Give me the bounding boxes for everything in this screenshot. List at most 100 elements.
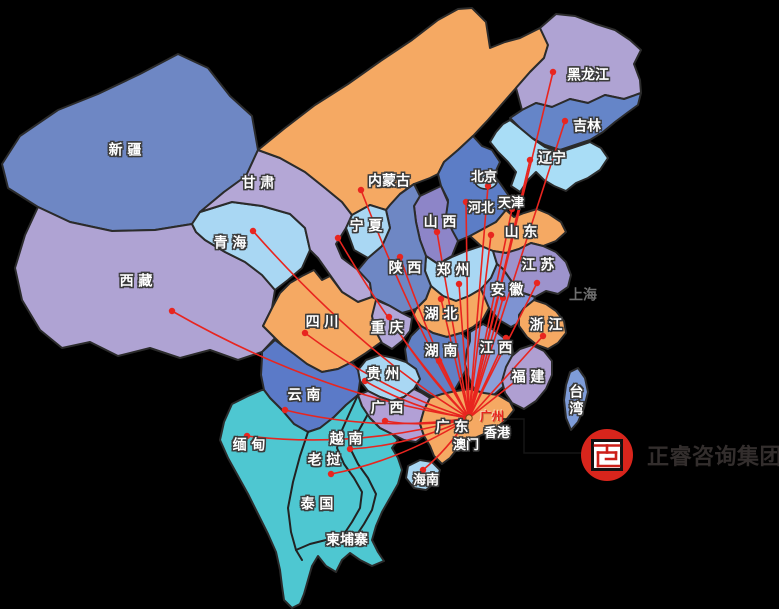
label-shanghai: 上海 — [569, 287, 597, 304]
route-dot-laos — [327, 470, 335, 478]
route-line-hunan — [438, 360, 470, 419]
route-dot-fujian — [513, 376, 521, 384]
route-dot-guangxi — [381, 417, 389, 425]
route-line-jilin — [468, 120, 566, 419]
label-yunnan: 云 南 — [287, 387, 321, 404]
label-qinghai: 青 海 — [213, 235, 247, 252]
route-line-laos — [330, 417, 470, 475]
route-dot-zhejiang — [539, 332, 547, 340]
label-jiangsu: 江 苏 — [521, 257, 555, 274]
route-dot-shaanxi — [396, 253, 404, 261]
label-shandong: 山 东 — [504, 224, 538, 241]
route-dot-hunan — [435, 357, 443, 365]
guangzhou-hub-dot — [465, 414, 473, 422]
route-dot-anhui — [499, 294, 507, 302]
region-fujian — [501, 344, 553, 410]
route-dot-vietnam — [346, 445, 354, 453]
route-dot-jiangsu — [533, 279, 541, 287]
route-dot-shanxi — [433, 228, 441, 236]
border-cambodia-north — [295, 535, 353, 551]
region-beijing — [474, 172, 498, 190]
label-xizang: 西 藏 — [119, 273, 153, 290]
label-macau: 澳门 — [452, 438, 480, 454]
route-line-yunnan — [284, 409, 470, 425]
label-jilin: 吉林 — [573, 118, 601, 135]
label-gansu: 甘 肃 — [241, 175, 275, 192]
label-hubei: 湖 北 — [424, 306, 458, 323]
label-shanxi: 山 西 — [423, 214, 457, 231]
label-hunan: 湖 南 — [424, 343, 458, 360]
route-dot-hebei — [462, 198, 470, 206]
label-sichuan: 四 川 — [305, 314, 339, 331]
label-hongkong: 香港 — [483, 426, 511, 442]
region-taiwan — [563, 367, 589, 431]
route-dot-neimenggu — [357, 186, 365, 194]
route-dot-sichuan — [301, 329, 309, 337]
label-liaoning: 辽宁 — [538, 150, 566, 167]
region-zhejiang — [518, 299, 567, 350]
route-dot-heilongjiang — [549, 68, 557, 76]
route-line-fujian — [468, 379, 518, 419]
route-dot-hubei — [437, 295, 445, 303]
label-guangxi: 广 西 — [370, 400, 404, 417]
logo-mark — [581, 429, 633, 481]
logo-connector-line — [503, 418, 581, 454]
route-line-liaoning — [468, 159, 531, 419]
region-hainan — [405, 459, 441, 491]
label-hebei: 河北 — [467, 201, 495, 217]
route-line-myanmar — [246, 417, 470, 441]
label-taiwan: 台湾 — [567, 384, 584, 418]
label-anhui: 安 徽 — [490, 282, 524, 299]
route-dot-xizang — [168, 307, 176, 315]
route-line-xizang — [171, 310, 470, 419]
route-dot-zhengzhou — [455, 280, 463, 288]
label-heilongjiang: 黑龙江 — [567, 67, 609, 84]
route-dots-layer — [168, 68, 569, 478]
logo-company-name: 正睿咨询集团 — [647, 445, 779, 470]
route-dot-hainan — [419, 466, 427, 474]
route-dot-jilin — [561, 117, 569, 125]
label-ningxia: 宁 夏 — [349, 218, 383, 235]
route-dot-chongqing — [385, 313, 393, 321]
region-southeast-asia — [219, 389, 403, 609]
route-line-qinghai — [252, 230, 470, 419]
route-line-chongqing — [388, 316, 470, 419]
label-beijing: 北京 — [470, 170, 498, 186]
route-line-sichuan — [304, 332, 470, 419]
route-lines-layer — [171, 71, 566, 475]
route-line-zhejiang — [468, 335, 544, 419]
label-shaanxi: 陕 西 — [388, 260, 422, 277]
route-line-zhengzhou — [458, 283, 470, 419]
label-chongqing: 重 庆 — [370, 320, 404, 337]
label-myanmar: 缅 甸 — [232, 437, 266, 454]
route-line-jiangxi — [468, 337, 507, 419]
route-line-neimenggu — [360, 189, 470, 419]
label-vietnam: 越 南 — [329, 431, 363, 448]
route-line-hainan — [422, 417, 470, 471]
route-dot-yunnan — [281, 406, 289, 414]
label-guangzhou: 广州 — [479, 409, 505, 424]
route-dot-shandong — [487, 231, 495, 239]
route-line-shandong — [468, 234, 492, 419]
region-tianjin — [499, 195, 511, 211]
label-zhengzhou: 郑 州 — [436, 262, 470, 279]
label-jiangxi: 江 西 — [479, 340, 513, 357]
region-ningxia — [345, 204, 391, 259]
route-dot-ningxia — [334, 234, 342, 242]
label-guizhou: 贵 州 — [366, 366, 400, 383]
region-liaoning — [489, 119, 609, 193]
route-line-guizhou — [364, 380, 470, 419]
route-dot-liaoning — [526, 156, 534, 164]
route-line-hubei — [440, 298, 470, 419]
label-laos: 老 挝 — [307, 452, 341, 469]
route-dot-beijing — [484, 182, 492, 190]
route-dot-jiangxi — [502, 334, 510, 342]
route-dot-guizhou — [361, 377, 369, 385]
border-laos-vietnam — [349, 413, 377, 547]
route-line-beijing — [468, 185, 489, 419]
label-thailand: 泰 国 — [300, 496, 334, 513]
label-guangdong: 广 东 — [435, 419, 469, 436]
route-line-hebei — [465, 201, 470, 419]
